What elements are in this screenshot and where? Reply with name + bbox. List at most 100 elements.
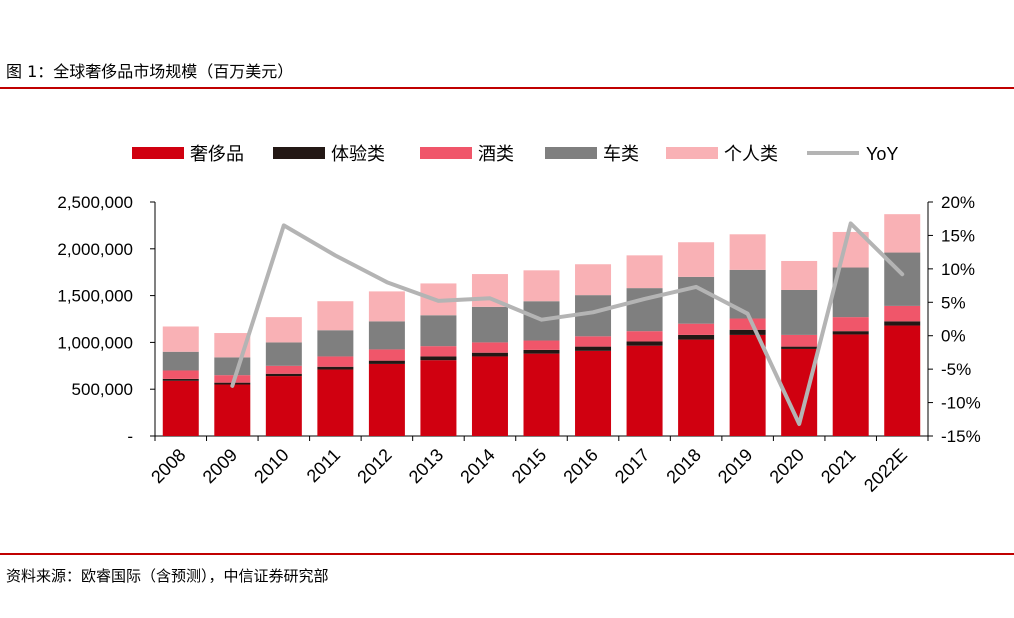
bar-luxury-2011 [317,369,354,436]
x-tick-label: 2016 [559,445,601,487]
bar-personal-2017 [626,255,663,289]
bar-experience-2022E [884,321,921,326]
bar-wine-2010 [265,365,302,374]
bar-personal-2010 [265,317,302,343]
legend-label-personal: 个人类 [724,144,778,164]
x-tick-label: 2008 [147,445,189,487]
bar-experience-2013 [420,356,457,361]
x-tick-label: 2020 [766,445,808,487]
bar-wine-2008 [162,370,199,379]
bar-luxury-2012 [368,363,405,436]
title-rule [0,87,1014,89]
yoy-line [230,221,905,426]
bar-personal-2008 [162,326,199,352]
bar-wine-2011 [317,356,354,367]
x-tick-label: 2011 [303,445,345,487]
legend-swatch-luxury [132,147,184,159]
bar-luxury-2013 [420,360,457,436]
bar-personal-2020 [781,260,818,290]
bar-experience-2011 [317,366,354,370]
bar-luxury-2019 [729,334,766,436]
bar-car-2019 [729,269,766,319]
x-tick-label: 2010 [250,445,292,487]
bar-personal-2012 [368,291,405,322]
legend-label-car: 车类 [603,144,639,164]
bar-wine-2014 [471,342,508,353]
legend-swatch-personal [666,147,718,159]
bar-experience-2008 [162,378,199,381]
bar-car-2008 [162,351,199,371]
x-tick-label: 2013 [405,445,447,487]
legend-label-luxury: 奢侈品 [190,144,244,164]
bar-car-2013 [420,315,457,347]
bar-car-2012 [368,321,405,350]
x-tick-label: 2012 [353,445,395,487]
x-tick-label: 2009 [199,445,241,487]
bar-wine-2019 [729,318,766,330]
bar-wine-2018 [678,323,715,335]
bar-experience-2017 [626,341,663,346]
y-left-tick-label: 2,000,000 [57,240,133,259]
bar-car-2020 [781,289,818,335]
bar-wine-2013 [420,346,457,357]
y-left-tick-label: 500,000 [72,380,133,399]
legend-swatch-wine [420,147,472,159]
legend-label-yoy: YoY [866,144,898,164]
bar-wine-2009 [214,375,251,383]
y-right-tick-label: 0% [941,327,966,346]
bar-luxury-2017 [626,345,663,436]
source-rule [0,553,1014,555]
y-left-tick-label: 1,500,000 [57,287,133,306]
bar-personal-2018 [678,242,715,277]
x-tick-label: 2019 [714,445,756,487]
bar-wine-2017 [626,331,663,342]
legend-swatch-experience [273,147,325,159]
bar-luxury-2015 [523,353,560,436]
bar-personal-2019 [729,234,766,270]
bar-personal-2015 [523,270,560,302]
y-right-tick-label: 20% [941,193,975,212]
y-right-tick-label: 15% [941,226,975,245]
y-right-tick-label: 10% [941,260,975,279]
bar-car-2010 [265,342,302,366]
bar-personal-2016 [575,264,612,296]
bar-experience-2015 [523,349,560,354]
bar-wine-2022E [884,305,921,322]
bar-experience-2012 [368,360,405,364]
bar-wine-2020 [781,334,818,347]
x-tick-label: 2022E [860,445,911,496]
bar-experience-2014 [471,352,508,357]
bar-experience-2020 [781,346,818,349]
y-right-tick-label: 5% [941,293,966,312]
bar-wine-2016 [575,336,612,347]
bar-luxury-2021 [832,334,869,436]
x-tick-label: 2014 [456,445,498,487]
bar-personal-2022E [884,214,921,253]
y-right-tick-label: -5% [941,360,971,379]
source-note: 资料来源：欧睿国际（含预测），中信证券研究部 [6,567,329,585]
y-right-tick-label: -15% [941,427,981,446]
bar-car-2018 [678,276,715,324]
x-tick-label: 2017 [611,445,653,487]
bar-wine-2012 [368,349,405,361]
bar-experience-2021 [832,331,869,335]
x-tick-label: 2018 [662,445,704,487]
bar-luxury-2022E [884,325,921,436]
bar-personal-2011 [317,301,354,331]
bar-car-2009 [214,357,251,376]
bar-car-2014 [471,306,508,343]
bar-wine-2015 [523,340,560,350]
bar-experience-2018 [678,334,715,340]
legend-swatch-car [545,147,597,159]
bar-luxury-2008 [162,380,199,436]
bar-experience-2010 [265,373,302,377]
x-tick-label: 2021 [817,445,859,487]
y-right-tick-label: -10% [941,394,981,413]
y-left-tick-label: 2,500,000 [57,193,133,212]
y-left-tick-label: - [127,427,133,446]
bar-wine-2021 [832,317,869,332]
legend-label-experience: 体验类 [331,144,385,164]
legend-label-wine: 酒类 [478,144,514,164]
bar-luxury-2016 [575,350,612,436]
